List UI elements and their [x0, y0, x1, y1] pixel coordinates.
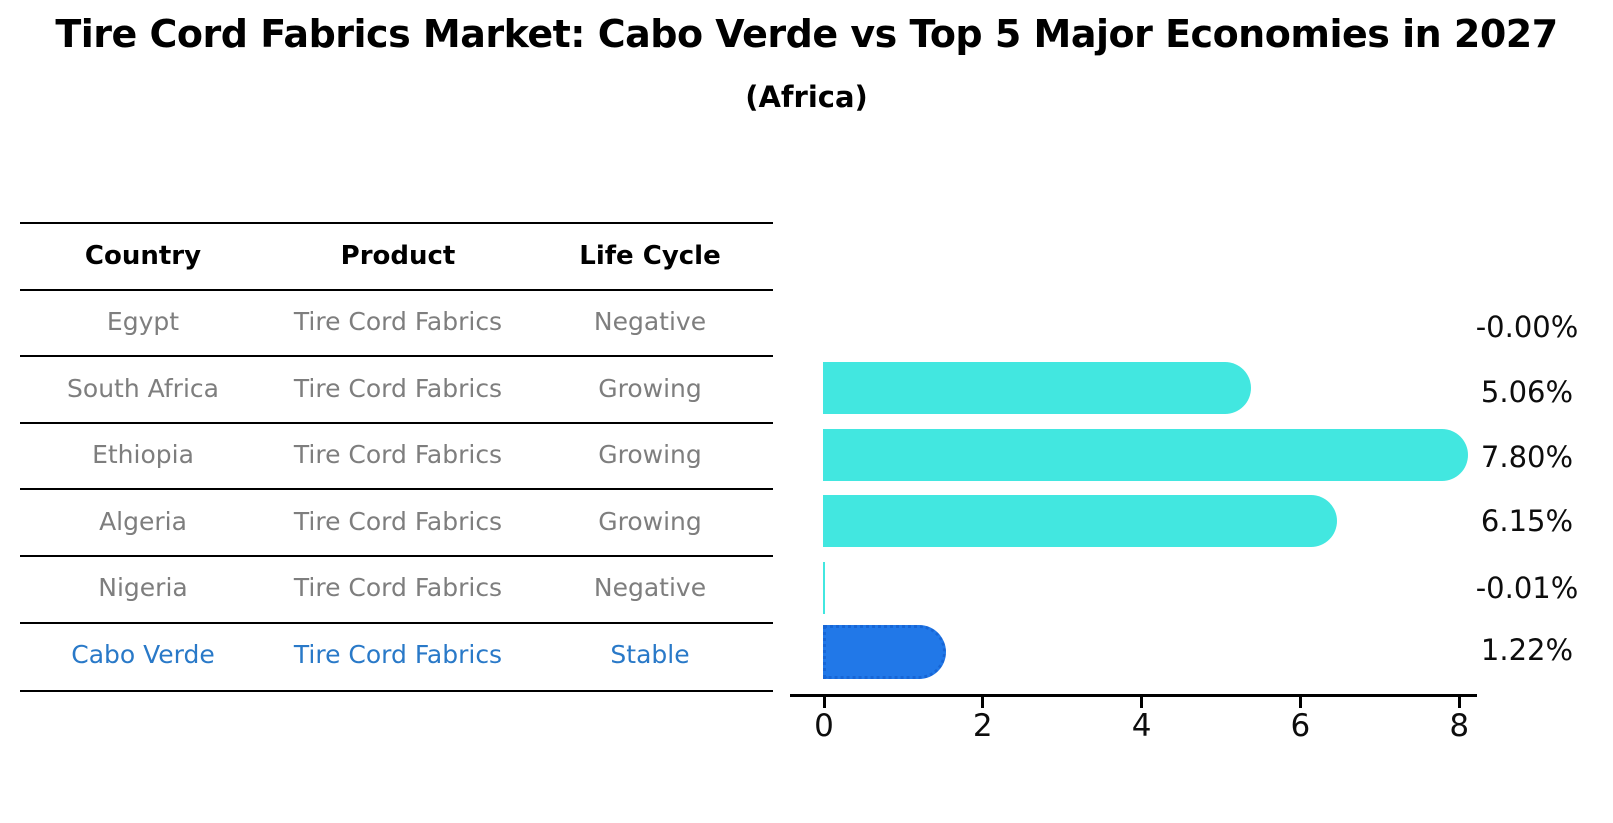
bar-south-africa [823, 362, 1251, 414]
table-cell-country: Nigeria [98, 573, 188, 602]
table-cell-product: Tire Cord Fabrics [293, 374, 503, 403]
value-label-ethiopia: 7.80% [1480, 440, 1574, 474]
table-cell-life-cycle: Negative [593, 573, 707, 602]
x-axis-tick [1140, 697, 1144, 708]
table-cell-country: Algeria [99, 507, 187, 536]
x-tick-label: 4 [1131, 708, 1152, 744]
col-header-country: Country [84, 241, 202, 271]
table-cell-life-cycle: Growing [598, 507, 702, 536]
x-tick-label: 0 [814, 708, 834, 744]
table-cell-life-cycle: Negative [593, 307, 707, 336]
table-cell-product: Tire Cord Fabrics [293, 307, 503, 336]
col-header-life-cycle: Life Cycle [579, 241, 721, 271]
table-border [20, 422, 773, 424]
table-cell-product: Tire Cord Fabrics [293, 440, 503, 469]
value-label-cabo-verde: 1.22% [1480, 633, 1574, 667]
table-cell-country: Cabo Verde [71, 640, 215, 669]
bar-ethiopia [823, 429, 1469, 481]
table-border [20, 222, 773, 224]
col-header-product: Product [340, 241, 456, 271]
x-tick-label: 2 [972, 708, 993, 744]
x-tick-label: 8 [1449, 708, 1470, 744]
table-border [20, 690, 773, 692]
value-label-nigeria: -0.01% [1475, 571, 1579, 605]
x-axis-tick [1298, 697, 1302, 708]
table-cell-country: Egypt [106, 307, 180, 336]
x-axis-tick [1457, 697, 1461, 708]
x-axis-tick [822, 697, 826, 708]
table-border [20, 555, 773, 557]
value-label-south-africa: 5.06% [1480, 375, 1574, 409]
value-label-algeria: 6.15% [1480, 504, 1574, 538]
table-cell-product: Tire Cord Fabrics [293, 507, 503, 536]
table-cell-life-cycle: Stable [610, 640, 690, 669]
table-cell-life-cycle: Growing [598, 374, 702, 403]
x-axis-tick [981, 697, 985, 708]
table-border [20, 289, 773, 291]
bar-nigeria [823, 562, 825, 614]
table-border [20, 488, 773, 490]
table-border [20, 355, 773, 357]
x-axis-line [790, 694, 1477, 697]
table-cell-product: Tire Cord Fabrics [293, 640, 503, 669]
page-subtitle: (Africa) [745, 80, 868, 114]
table-cell-country: Ethiopia [92, 440, 194, 469]
table-cell-country: South Africa [67, 374, 219, 403]
value-label-egypt: -0.00% [1475, 310, 1579, 344]
x-tick-label: 6 [1290, 708, 1311, 744]
page-title: Tire Cord Fabrics Market: Cabo Verde vs … [55, 12, 1558, 56]
table-border [20, 622, 773, 624]
bar-algeria [823, 495, 1338, 547]
bar-cabo-verde [823, 625, 946, 679]
table-cell-life-cycle: Growing [598, 440, 702, 469]
table-cell-product: Tire Cord Fabrics [293, 573, 503, 602]
